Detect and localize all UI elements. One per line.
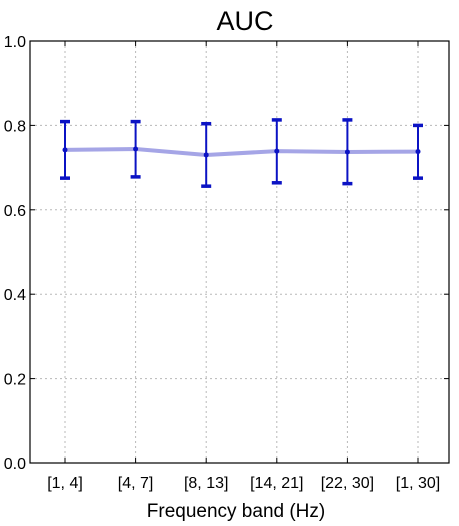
y-tick-label: 0.0 — [4, 456, 26, 473]
x-tick-label: [14, 21] — [250, 475, 303, 492]
y-tick-label: 0.4 — [4, 287, 26, 304]
x-tick-label: [1, 30] — [396, 475, 440, 492]
y-tick-label: 0.6 — [4, 203, 26, 220]
mean-auc-line — [64, 147, 419, 157]
x-tick-label: [8, 13] — [184, 475, 228, 492]
y-tick-label: 1.0 — [4, 34, 26, 51]
x-tick-label: [22, 30] — [321, 475, 374, 492]
ticks-layer: 0.0 0.2 0.4 0.6 0.8 1.0 [1, 4] [4, 7] [8, 13] [14… — [4, 34, 449, 492]
data-point — [203, 152, 209, 158]
data-point — [274, 148, 280, 154]
plot-frame — [29, 40, 450, 464]
x-tick-label: [4, 7] — [118, 475, 154, 492]
data-point — [415, 149, 421, 155]
x-tick-label: [1, 4] — [47, 475, 83, 492]
data-layer — [60, 118, 423, 188]
x-axis-label: Frequency band (Hz) — [147, 501, 325, 522]
y-tick-label: 0.2 — [4, 372, 26, 389]
data-point — [344, 149, 350, 155]
data-point — [62, 147, 68, 153]
chart-title: AUC — [216, 6, 273, 36]
grid-layer — [30, 41, 449, 463]
data-point — [133, 146, 139, 152]
y-tick-label: 0.8 — [4, 118, 26, 135]
